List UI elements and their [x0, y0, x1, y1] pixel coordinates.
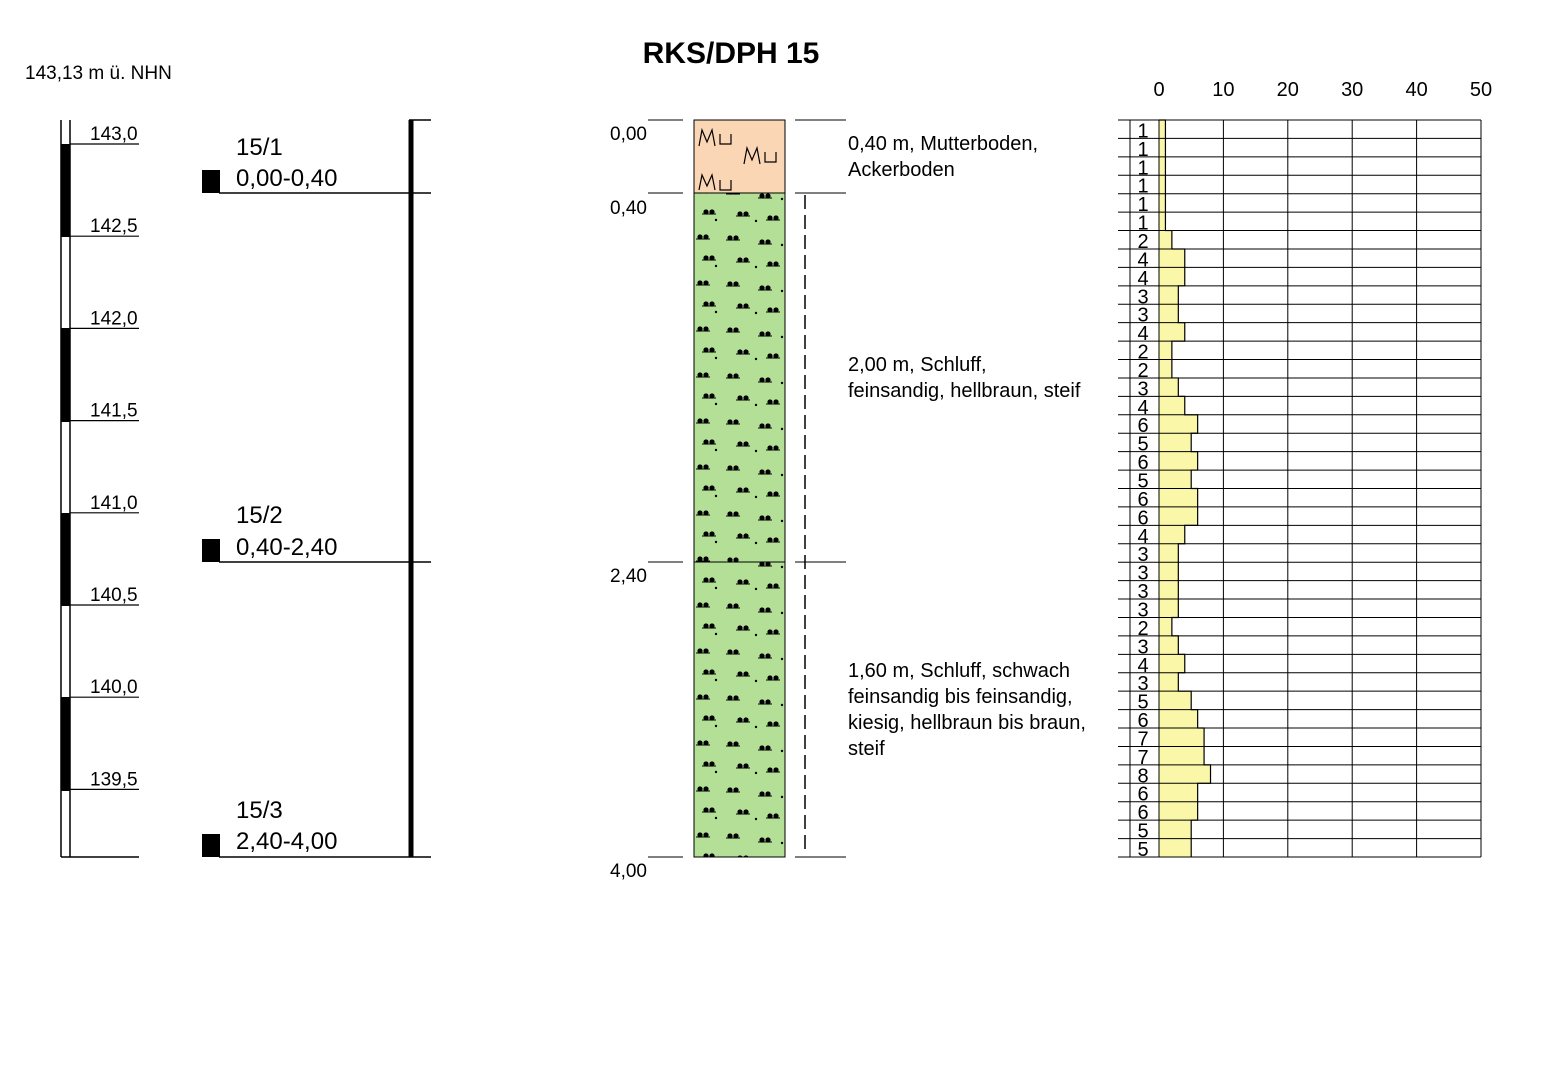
- elevation-tick-label: 142,5: [90, 216, 138, 237]
- chart-value-label: 2: [1137, 360, 1148, 382]
- sample-id-3: 15/3: [236, 797, 283, 824]
- layer-silt-1: [693, 192, 786, 563]
- chart-value-label: 1: [1137, 176, 1148, 198]
- chart-value-label: 6: [1137, 452, 1148, 474]
- chart-value-label: 2: [1137, 231, 1148, 253]
- chart-value-label: 4: [1137, 249, 1148, 271]
- sample-id-1: 15/1: [236, 134, 283, 161]
- chart-value-label: 4: [1137, 397, 1148, 419]
- elevation-tick-label: 141,0: [90, 493, 138, 514]
- chart-value-label: 4: [1137, 268, 1148, 290]
- layer-desc-3-line-2: feinsandig bis feinsandig,: [848, 686, 1073, 708]
- chart-profile-outline: [1159, 119, 1212, 857]
- chart-value-label: 2: [1137, 618, 1148, 640]
- layer-desc-3-line-3: kiesig, hellbraun bis braun,: [848, 712, 1086, 734]
- elevation-tick-label: 140,5: [90, 585, 138, 606]
- chart-value-label: 4: [1137, 526, 1148, 548]
- chart-value-label: 5: [1137, 692, 1148, 714]
- chart-value-label: 1: [1137, 157, 1148, 179]
- chart-value-label: 3: [1137, 305, 1148, 327]
- chart-axis-tick-label: 30: [1341, 79, 1363, 101]
- chart-value-label: 2: [1137, 342, 1148, 364]
- chart-value-label: 5: [1137, 839, 1148, 861]
- chart-value-label: 1: [1137, 194, 1148, 216]
- chart-value-label: 5: [1137, 821, 1148, 843]
- scale-block-3: [61, 513, 70, 606]
- sample-marker-3: [202, 834, 220, 857]
- sample-range-2: 0,40-2,40: [236, 534, 337, 561]
- chart-value-label: 4: [1137, 323, 1148, 345]
- scale-block-4: [61, 697, 70, 791]
- chart-axis-tick-label: 50: [1470, 79, 1492, 101]
- chart-value-label: 1: [1137, 120, 1148, 142]
- layer-desc-2-line-2: feinsandig, hellbraun, steif: [848, 380, 1081, 402]
- chart-value-label: 3: [1137, 599, 1148, 621]
- topsoil-symbols: [698, 127, 777, 191]
- elevation-label: 143,13 m ü. NHN: [25, 63, 172, 84]
- chart-axis-tick-label: 20: [1277, 79, 1299, 101]
- layer-desc-1-line-1: 0,40 m, Mutterboden,: [848, 133, 1038, 155]
- layer-topsoil: [693, 119, 786, 194]
- chart-value-label: 8: [1137, 765, 1148, 787]
- depth-label-4: 4,00: [610, 861, 647, 882]
- chart-value-label: 3: [1137, 636, 1148, 658]
- scale-block-1: [61, 144, 70, 237]
- layer-desc-2-line-1: 2,00 m, Schluff,: [848, 354, 987, 376]
- chart-value-label: 3: [1137, 378, 1148, 400]
- chart-axis-tick-label: 0: [1153, 79, 1164, 101]
- penetration-chart: 0 10 20 30 40 5011111124433422346565664333323…: [1118, 79, 1492, 861]
- profile-title: RKS/DPH 15: [643, 37, 820, 70]
- chart-value-label: 6: [1137, 507, 1148, 529]
- elevation-tick-label: 143,0: [90, 124, 138, 145]
- layer-desc-3-line-1: 1,60 m, Schluff, schwach: [848, 660, 1070, 682]
- soil-column: 0,00 0,40 2,40 4,00: [610, 119, 846, 882]
- chart-value-label: 4: [1137, 655, 1148, 677]
- sample-range-3: 2,40-4,00: [236, 828, 337, 855]
- chart-value-label: 6: [1137, 415, 1148, 437]
- chart-value-label: 3: [1137, 544, 1148, 566]
- chart-value-label: 1: [1137, 139, 1148, 161]
- chart-value-label: 7: [1137, 747, 1148, 769]
- chart-value-label: 3: [1137, 563, 1148, 585]
- chart-value-label: 6: [1137, 489, 1148, 511]
- depth-label-2: 0,40: [610, 198, 647, 219]
- chart-axis-tick-label: 10: [1212, 79, 1234, 101]
- elevation-tick-label: 139,5: [90, 769, 138, 790]
- scale-block-2: [61, 328, 70, 422]
- chart-value-label: 3: [1137, 673, 1148, 695]
- sample-list: 15/1 0,00-0,40 15/2 0,40-2,40 15/3 2,40-…: [202, 119, 431, 858]
- chart-value-label: 6: [1137, 802, 1148, 824]
- chart-value-label: 5: [1137, 434, 1148, 456]
- layer-desc-3-line-4: steif: [848, 738, 885, 760]
- chart-value-label: 5: [1137, 471, 1148, 493]
- sample-range-1: 0,00-0,40: [236, 165, 337, 192]
- elevation-scale: 143,0 142,5 142,0 141,5 141,0 140,5 140,0 139,5: [60, 120, 139, 858]
- chart-axis-tick-label: 40: [1405, 79, 1427, 101]
- chart-value-label: 6: [1137, 784, 1148, 806]
- chart-value-label: 3: [1137, 581, 1148, 603]
- layer-descriptions: 0,40 m, Mutterboden, Ackerboden 2,00 m, …: [848, 133, 1086, 760]
- sample-marker-2: [202, 539, 220, 562]
- chart-value-label: 7: [1137, 728, 1148, 750]
- depth-label-1: 0,00: [610, 124, 647, 145]
- chart-value-label: 1: [1137, 213, 1148, 235]
- layer-silt-2: [693, 561, 786, 858]
- sample-marker-1: [202, 170, 220, 193]
- depth-label-3: 2,40: [610, 566, 647, 587]
- elevation-tick-label: 141,5: [90, 401, 138, 422]
- sample-id-2: 15/2: [236, 502, 283, 529]
- layer-desc-1-line-2: Ackerboden: [848, 159, 955, 181]
- chart-value-label: 6: [1137, 710, 1148, 732]
- elevation-tick-label: 142,0: [90, 308, 138, 329]
- elevation-tick-label: 140,0: [90, 677, 138, 698]
- chart-value-label: 3: [1137, 286, 1148, 308]
